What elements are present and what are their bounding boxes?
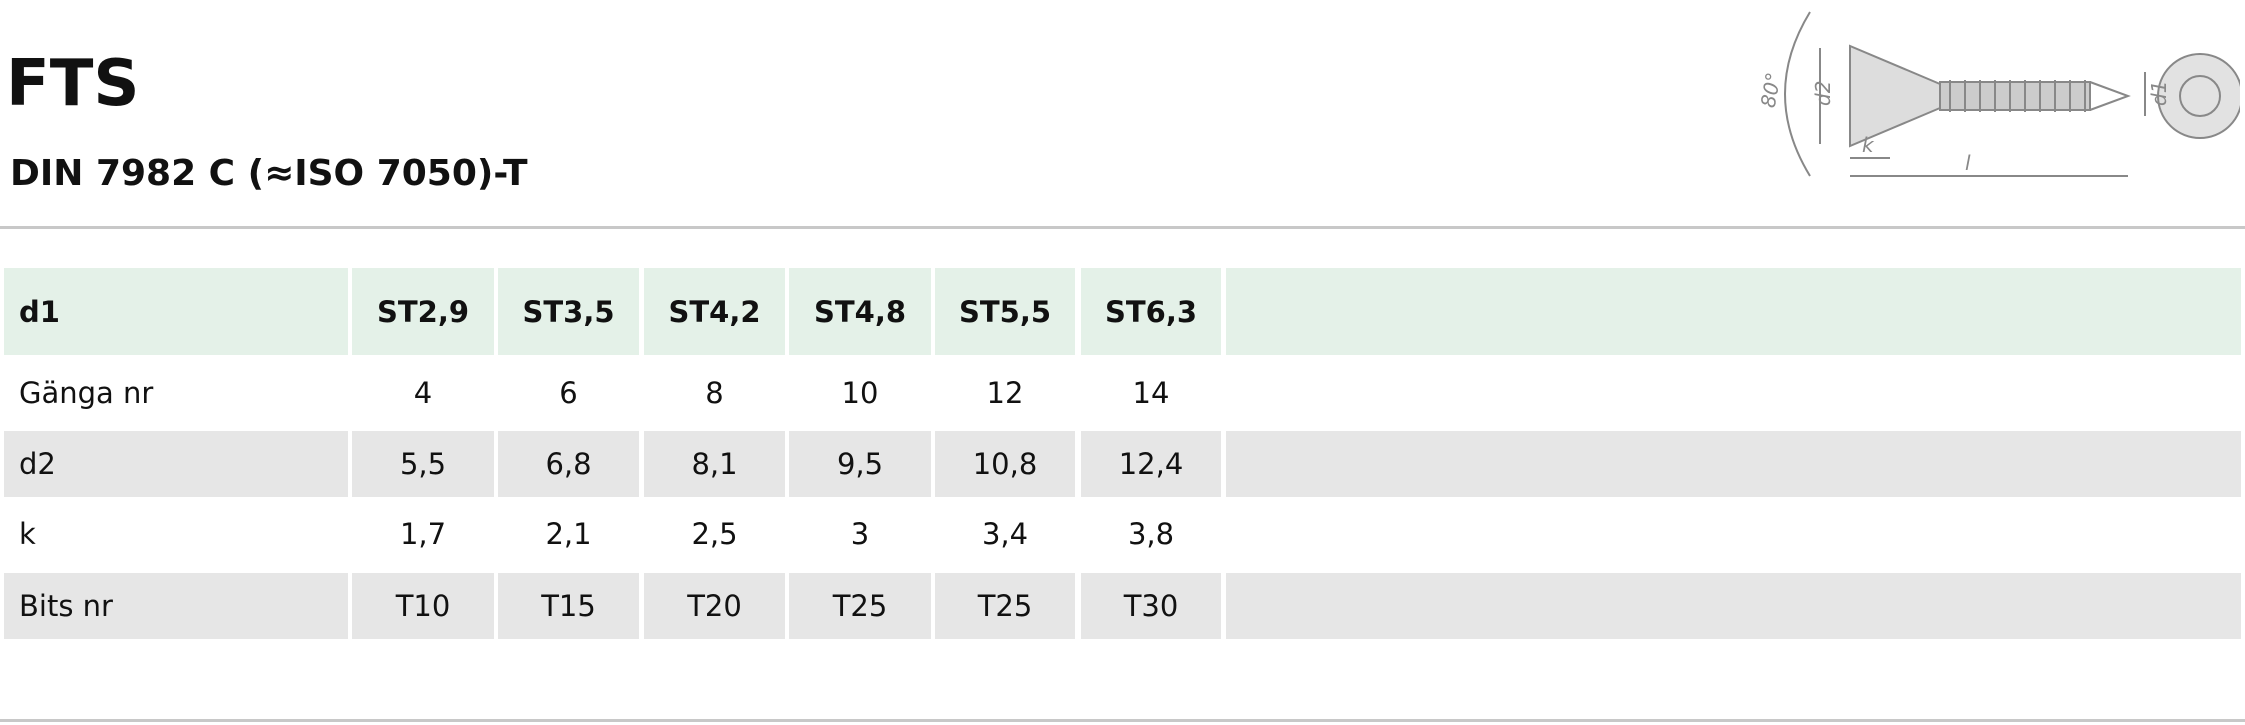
table-cell: 10: [841, 376, 879, 410]
table-cell: ST6,3: [1081, 268, 1221, 355]
drawing-label: 80°: [1756, 70, 1786, 109]
table-cell: ST4,8: [789, 268, 931, 355]
table-cell: 8: [705, 376, 724, 410]
table-cell: T20: [644, 573, 785, 639]
drawing-label: l: [1965, 151, 1971, 175]
table-filler: [1226, 268, 2241, 355]
table-cell: 9,5: [789, 431, 931, 497]
table-filler: [1226, 573, 2241, 639]
table-cell: T15: [498, 573, 639, 639]
table-cell: 3,8: [1127, 517, 1175, 551]
subtitle: DIN 7982 C (≈ISO 7050)-T: [10, 153, 528, 194]
title: FTS: [6, 47, 140, 121]
divider: [0, 719, 2245, 722]
table-cell: T10: [352, 573, 494, 639]
table-cell: T30: [1081, 573, 1221, 639]
divider: [0, 226, 2245, 229]
table-cell: ST4,2: [644, 268, 785, 355]
table-cell: T25: [789, 573, 931, 639]
drawing-label: k: [1862, 133, 1875, 157]
table-filler: [1226, 431, 2241, 497]
table-cell: ST3,5: [498, 268, 639, 355]
table-cell: 12,4: [1081, 431, 1221, 497]
screw-drawing: 80° d2 k l d1: [1756, 11, 2240, 177]
table-cell: 8,1: [644, 431, 785, 497]
table-cell: 5,5: [352, 431, 494, 497]
table-cell: 2,5: [691, 517, 738, 551]
drawing-label: d1: [2147, 81, 2171, 106]
table-cell: 14: [1132, 376, 1170, 410]
table-cell: Bits nr: [4, 573, 348, 639]
table-cell: ST2,9: [352, 268, 494, 355]
table-cell: d2: [4, 431, 348, 497]
table-cell: T25: [935, 573, 1075, 639]
table-cell: d1: [4, 268, 348, 355]
table-cell: 10,8: [935, 431, 1075, 497]
table-cell: Gänga nr: [19, 376, 154, 410]
table-cell: 4: [413, 376, 433, 410]
table-cell: 6,8: [498, 431, 639, 497]
table-cell: 3,4: [981, 517, 1029, 551]
table-cell: 6: [559, 376, 578, 410]
table-cell: k: [19, 517, 36, 551]
table-filler: [1226, 361, 2241, 425]
table-cell: 12: [986, 376, 1024, 410]
table-filler: [1226, 501, 2241, 567]
table-cell: 3: [850, 517, 870, 551]
table-cell: ST5,5: [935, 268, 1075, 355]
table-cell: 1,7: [399, 517, 447, 551]
table-cell: 2,1: [545, 517, 592, 551]
drawing-label: d2: [1811, 81, 1835, 106]
